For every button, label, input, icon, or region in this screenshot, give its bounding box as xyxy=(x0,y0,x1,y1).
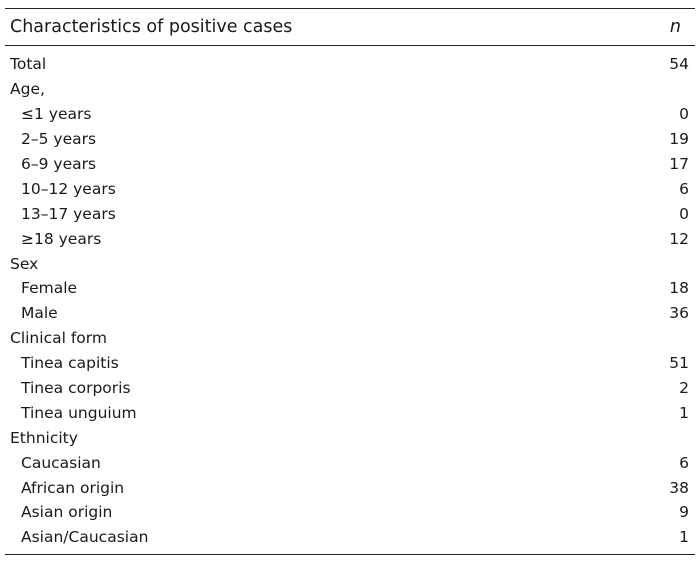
table-row: 13–17 years 0 xyxy=(5,201,695,226)
row-label: Female xyxy=(21,279,78,298)
row-label: 2–5 years xyxy=(21,130,97,149)
table-row: Male 36 xyxy=(5,301,695,326)
row-value: 12 xyxy=(669,229,689,248)
table-row: 6–9 years 17 xyxy=(5,152,695,177)
row-value: 19 xyxy=(669,130,689,149)
table-row: Asian origin 9 xyxy=(5,500,695,525)
row-value: 51 xyxy=(669,354,689,373)
row-value: 54 xyxy=(669,55,689,74)
row-value: 18 xyxy=(669,279,689,298)
row-value: 6 xyxy=(679,453,689,472)
row-label: Ethnicity xyxy=(10,428,78,447)
table-row: Age, xyxy=(5,77,695,102)
row-value: 38 xyxy=(669,478,689,497)
characteristics-table: Characteristics of positive cases n Tota… xyxy=(5,8,695,555)
row-label: Caucasian xyxy=(21,453,101,472)
table-header: Characteristics of positive cases n xyxy=(5,9,695,46)
table-top-rule xyxy=(5,8,695,9)
table-row: Tinea corporis 2 xyxy=(5,376,695,401)
row-value: 9 xyxy=(679,503,689,522)
row-label: ≤1 years xyxy=(21,105,92,124)
row-label: 13–17 years xyxy=(21,204,116,223)
row-value: 1 xyxy=(679,528,689,547)
row-label: Sex xyxy=(10,254,39,273)
table-row: Clinical form xyxy=(5,326,695,351)
row-label: ≥18 years xyxy=(21,229,102,248)
header-n-label: n xyxy=(669,17,681,37)
row-label: Asian/Caucasian xyxy=(21,528,149,547)
table-row: Sex xyxy=(5,251,695,276)
row-label: 10–12 years xyxy=(21,179,116,198)
row-value: 17 xyxy=(669,155,689,173)
row-label: 6–9 years xyxy=(21,155,97,173)
row-label: Tinea unguium xyxy=(21,403,137,422)
row-label: Tinea capitis xyxy=(21,354,119,373)
row-label: Tinea corporis xyxy=(21,379,131,398)
header-characteristics-label: Characteristics of positive cases xyxy=(10,17,293,37)
row-value: 0 xyxy=(679,204,689,223)
table-row: African origin 38 xyxy=(5,475,695,500)
table-row: Tinea capitis 51 xyxy=(5,351,695,376)
table-row: Tinea unguium 1 xyxy=(5,400,695,425)
row-value: 1 xyxy=(679,403,689,422)
row-label: Male xyxy=(21,304,58,323)
row-label: Asian origin xyxy=(21,503,113,522)
row-label: Age, xyxy=(10,80,45,99)
row-label: Total xyxy=(10,55,47,74)
row-value: 36 xyxy=(669,304,689,323)
row-label: African origin xyxy=(21,478,125,497)
row-value: 6 xyxy=(679,179,689,198)
table-row: ≥18 years 12 xyxy=(5,226,695,251)
row-value: 2 xyxy=(679,379,689,398)
row-value: 0 xyxy=(679,105,689,124)
table-body: Total 54 Age, ≤1 years 0 2–5 years 19 6–9 years… xyxy=(5,46,695,550)
table-row: Female 18 xyxy=(5,276,695,301)
table-row: Ethnicity xyxy=(5,425,695,450)
row-label: Clinical form xyxy=(10,329,107,348)
table-row: Total 54 xyxy=(5,52,695,77)
table-bottom-rule xyxy=(5,553,695,555)
table-row: 10–12 years 6 xyxy=(5,176,695,201)
table-row: Asian/Caucasian 1 xyxy=(5,525,695,550)
table-row: ≤1 years 0 xyxy=(5,102,695,127)
table-row: 2–5 years 19 xyxy=(5,127,695,152)
table-row: Caucasian 6 xyxy=(5,450,695,475)
